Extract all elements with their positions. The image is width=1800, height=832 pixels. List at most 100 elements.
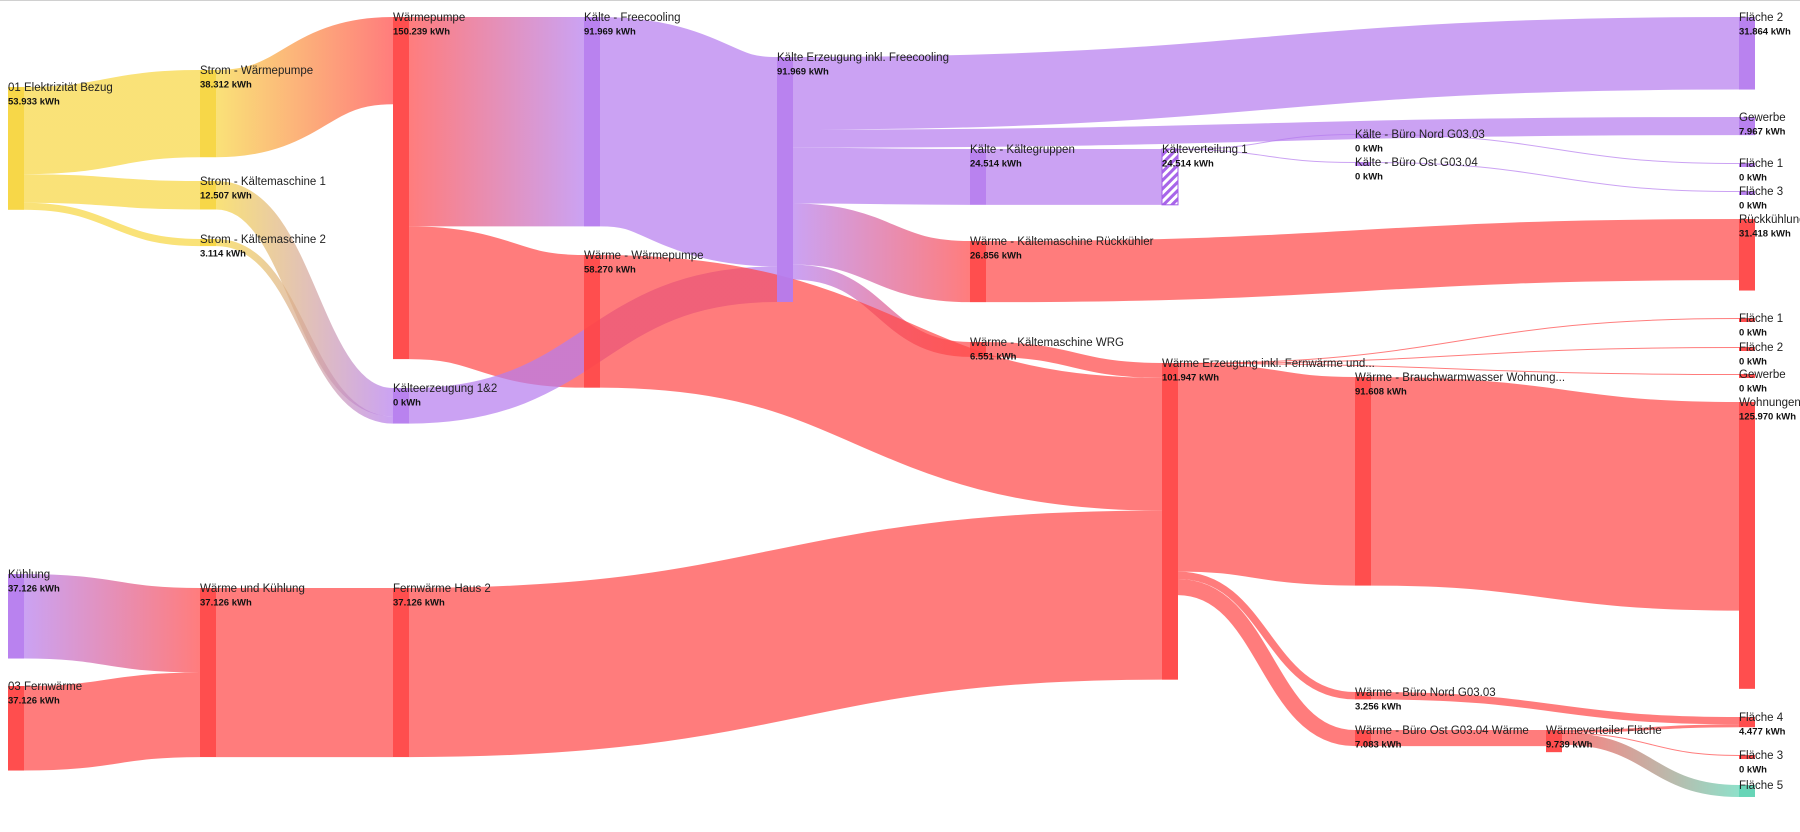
link (1561, 724, 1740, 733)
node-label: Kälte - Freecooling (584, 12, 681, 24)
node-label: Wärmeverteiler Fläche (1546, 725, 1662, 737)
node-value: 3.114 kWh (200, 248, 246, 259)
node-value: 0 kWh (1739, 200, 1767, 211)
node-label: Rückkühlung (1739, 214, 1800, 226)
node-value: 37.126 kWh (8, 695, 60, 706)
node-value: 0 kWh (1355, 143, 1383, 154)
link (215, 238, 394, 424)
node-label: Kühlung (8, 569, 50, 581)
node (1739, 191, 1755, 195)
node (1739, 117, 1755, 136)
node (1355, 377, 1371, 586)
node-value: 125.970 kWh (1739, 411, 1796, 422)
node-label: Kälte - Büro Ost G03.04 (1355, 157, 1478, 169)
links (23, 17, 1740, 797)
node-label: Wärme - Wärmepumpe (584, 250, 704, 262)
node-value: 4.477 kWh (1739, 726, 1786, 737)
node (1739, 374, 1755, 378)
link (1177, 571, 1356, 700)
node-label: Fläche 3 (1739, 186, 1783, 198)
node-label: Kälte Erzeugung inkl. Freecooling (777, 52, 949, 64)
node-label: Kälteerzeugung 1&2 (393, 383, 497, 395)
node (970, 342, 986, 357)
node (970, 241, 986, 303)
link (1177, 363, 1740, 375)
node (1355, 134, 1371, 138)
link (596, 17, 781, 267)
node (1161, 148, 1179, 206)
node (393, 588, 409, 758)
node-value: 0 kWh (1739, 327, 1767, 338)
node-label: Strom - Kältemaschine 2 (200, 234, 326, 246)
node (1162, 363, 1178, 680)
node-value: 0 kWh (1739, 764, 1767, 775)
node (8, 87, 24, 210)
link (1561, 732, 1740, 797)
node-label: Wohnungen (1739, 397, 1800, 409)
node-value: 3.256 kWh (1355, 701, 1402, 712)
node (970, 149, 986, 205)
node (8, 686, 24, 771)
node-value: 58.270 kWh (584, 264, 636, 275)
node (1739, 219, 1755, 291)
node (200, 588, 216, 758)
node (777, 57, 793, 302)
node-label: Fläche 3 (1739, 750, 1783, 762)
node (1739, 755, 1755, 759)
node-value: 26.856 kWh (970, 250, 1022, 261)
node (1355, 730, 1371, 747)
node-value: 0 kWh (393, 397, 421, 408)
node-value: 0 kWh (1739, 356, 1767, 367)
link (23, 574, 201, 673)
nodes (8, 17, 1755, 797)
node-value: 101.947 kWh (1162, 372, 1219, 383)
link (985, 341, 1163, 378)
node-label: Kälte - Büro Nord G03.03 (1355, 129, 1485, 141)
node-label: Wärmepumpe (393, 12, 465, 24)
node-label: Fernwärme Haus 2 (393, 583, 491, 595)
node-label: Wärme - Büro Nord G03.03 (1355, 687, 1496, 699)
node (1739, 347, 1755, 351)
node (393, 17, 409, 360)
node (200, 239, 216, 247)
node-label: Fläche 1 (1739, 313, 1783, 325)
node-label: Gewerbe (1739, 112, 1786, 124)
node-label: Fläche 5 (1739, 780, 1783, 792)
node (1355, 162, 1371, 166)
link (23, 672, 201, 771)
node-label: Wärme - Kältemaschine Rückkühler (970, 236, 1154, 248)
link (792, 203, 971, 303)
link (1177, 347, 1740, 364)
node-label: Wärme - Büro Ost G03.04 Wärme (1355, 725, 1529, 737)
node-label: 01 Elektrizität Bezug (8, 82, 113, 94)
node-value: 31.864 kWh (1739, 26, 1791, 37)
link (214, 17, 395, 158)
node-label: Wärme Erzeugung inkl. Fernwärme und... (1162, 358, 1375, 370)
link (1370, 134, 1740, 164)
node-value: 150.239 kWh (393, 26, 450, 37)
link (1177, 149, 1356, 163)
link (214, 180, 395, 417)
link (1177, 318, 1740, 364)
link (792, 17, 1740, 130)
node-value: 91.969 kWh (584, 26, 636, 37)
labels: 01 Elektrizität Bezug 53.933 kWh Kühlung 37… (8, 12, 1800, 792)
node-label: Wärme und Kühlung (200, 583, 305, 595)
node-value: 31.418 kWh (1739, 228, 1791, 239)
node-value: 38.312 kWh (200, 79, 252, 90)
node-value: 24.514 kWh (1162, 158, 1214, 169)
node-value: 91.608 kWh (1355, 386, 1407, 397)
node-value: 91.969 kWh (777, 66, 829, 77)
link (1177, 363, 1356, 586)
link (1177, 134, 1356, 150)
node (584, 255, 600, 388)
link (792, 116, 1740, 148)
node-value: 0 kWh (1739, 172, 1767, 183)
node-label: Strom - Kältemaschine 1 (200, 176, 326, 188)
node-value: 12.507 kWh (200, 190, 252, 201)
node-value: 9.739 kWh (1546, 739, 1593, 750)
link (407, 226, 586, 388)
node-value: 53.933 kWh (8, 96, 60, 107)
